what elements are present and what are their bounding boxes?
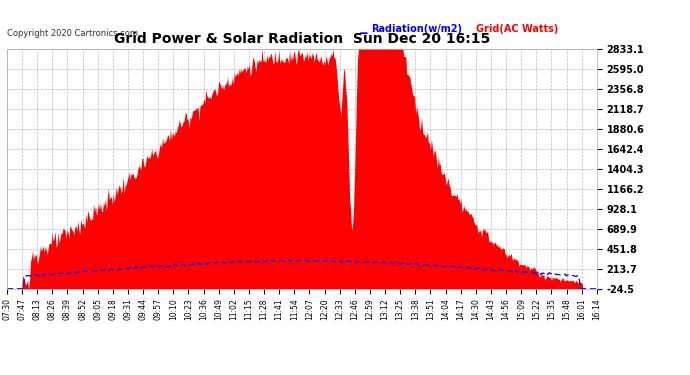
Text: Grid(AC Watts): Grid(AC Watts) — [476, 24, 558, 34]
Text: Radiation(w/m2): Radiation(w/m2) — [371, 24, 462, 34]
Text: Copyright 2020 Cartronics.com: Copyright 2020 Cartronics.com — [7, 29, 138, 38]
Title: Grid Power & Solar Radiation  Sun Dec 20 16:15: Grid Power & Solar Radiation Sun Dec 20 … — [114, 32, 490, 46]
